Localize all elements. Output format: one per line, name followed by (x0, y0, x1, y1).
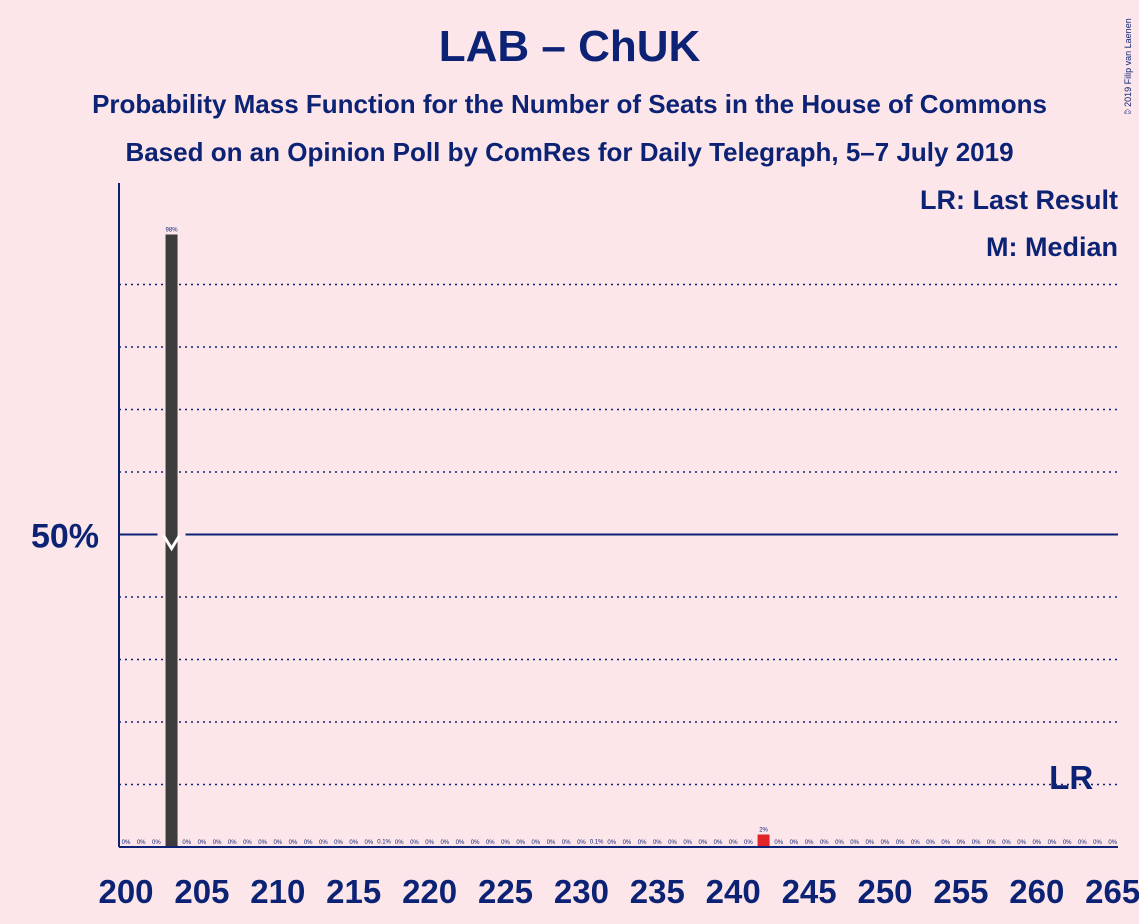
x-tick-label-230: 230 (554, 873, 609, 910)
bar-label-214: 0% (334, 840, 343, 846)
bar-label-229: 0% (562, 840, 571, 846)
x-tick-label-250: 250 (857, 873, 912, 910)
bar-label-249: 0% (865, 840, 874, 846)
bar-label-233: 0% (623, 840, 632, 846)
bar-label-219: 0% (410, 840, 419, 846)
x-tick-label-215: 215 (326, 873, 381, 910)
x-tick-label-210: 210 (250, 873, 305, 910)
bar-label-230: 0% (577, 840, 586, 846)
bar-label-218: 0% (395, 840, 404, 846)
x-tick-label-235: 235 (630, 873, 685, 910)
bar-label-265: 0% (1108, 840, 1117, 846)
bar-label-251: 0% (896, 840, 905, 846)
bar-label-250: 0% (881, 840, 890, 846)
bar-label-226: 0% (516, 840, 525, 846)
bar-label-240: 0% (729, 840, 738, 846)
bar-label-259: 0% (1017, 840, 1026, 846)
bar-label-200: 0% (122, 840, 131, 846)
bar-label-207: 0% (228, 840, 237, 846)
x-tick-label-255: 255 (933, 873, 988, 910)
x-tick-label-220: 220 (402, 873, 457, 910)
x-tick-label-240: 240 (706, 873, 761, 910)
y-label-50: 50% (31, 518, 99, 556)
bar-label-222: 0% (456, 840, 465, 846)
bar-label-202: 0% (152, 840, 161, 846)
x-tick-label-200: 200 (98, 873, 153, 910)
median-marker-icon (162, 534, 181, 552)
bar-label-213: 0% (319, 840, 328, 846)
bar-label-232: 0% (607, 840, 616, 846)
bar-label-221: 0% (440, 840, 449, 846)
bar-label-262: 0% (1063, 840, 1072, 846)
bar-label-217: 0.1% (377, 839, 391, 845)
bar-label-228: 0% (547, 840, 556, 846)
bar-label-210: 0% (273, 840, 282, 846)
bar-203 (165, 234, 178, 847)
bar-label-245: 0% (805, 840, 814, 846)
bar-label-248: 0% (850, 840, 859, 846)
bar-label-244: 0% (790, 840, 799, 846)
x-tick-label-245: 245 (782, 873, 837, 910)
x-tick-label-260: 260 (1009, 873, 1064, 910)
bar-label-227: 0% (532, 840, 541, 846)
bar-label-254: 0% (941, 840, 950, 846)
chart-title: LAB – ChUK (438, 22, 701, 71)
bar-label-234: 0% (638, 840, 647, 846)
legend-last-result: LR: Last Result (919, 185, 1118, 215)
bar-label-264: 0% (1093, 840, 1102, 846)
x-tick-label-225: 225 (478, 873, 533, 910)
bar-label-206: 0% (213, 840, 222, 846)
bar-label-204: 0% (182, 840, 191, 846)
legend-median: M: Median (986, 232, 1118, 262)
chart-subtitle-1: Probability Mass Function for the Number… (92, 89, 1047, 119)
bar-label-252: 0% (911, 840, 920, 846)
bar-label-243: 0% (774, 840, 783, 846)
bar-label-241: 0% (744, 840, 753, 846)
bar-label-231: 0.1% (590, 839, 604, 845)
bar-label-246: 0% (820, 840, 829, 846)
bar-label-238: 0% (699, 840, 708, 846)
bar-label-237: 0% (683, 840, 692, 846)
copyright-notice: © 2019 Filip van Laenen (1123, 18, 1133, 114)
x-tick-label-265: 265 (1085, 873, 1139, 910)
last-result-label: LR (1049, 759, 1093, 796)
bar-242 (757, 834, 770, 847)
x-tick-label-205: 205 (174, 873, 229, 910)
bar-label-256: 0% (972, 840, 981, 846)
bar-label-255: 0% (957, 840, 966, 846)
bar-label-203: 98% (166, 228, 179, 234)
bar-label-263: 0% (1078, 840, 1087, 846)
bar-label-236: 0% (668, 840, 677, 846)
bar-label-235: 0% (653, 840, 662, 846)
bar-label-224: 0% (486, 840, 495, 846)
bar-label-208: 0% (243, 840, 252, 846)
copyright-text: © 2019 Filip van Laenen (1123, 18, 1133, 114)
bar-label-215: 0% (349, 840, 358, 846)
bar-label-257: 0% (987, 840, 996, 846)
bar-label-216: 0% (365, 840, 374, 846)
bar-label-260: 0% (1032, 840, 1041, 846)
bar-label-223: 0% (471, 840, 480, 846)
bar-label-209: 0% (258, 840, 267, 846)
bar-label-211: 0% (289, 840, 298, 846)
bar-label-258: 0% (1002, 840, 1011, 846)
bar-label-253: 0% (926, 840, 935, 846)
chart-subtitle-2: Based on an Opinion Poll by ComRes for D… (125, 137, 1014, 167)
bar-label-239: 0% (714, 840, 723, 846)
bar-label-201: 0% (137, 840, 146, 846)
bar-label-205: 0% (198, 840, 207, 846)
bar-label-247: 0% (835, 840, 844, 846)
bar-label-261: 0% (1048, 840, 1057, 846)
bar-label-212: 0% (304, 840, 313, 846)
bar-label-242: 2% (759, 828, 768, 834)
bar-label-220: 0% (425, 840, 434, 846)
bar-label-225: 0% (501, 840, 510, 846)
